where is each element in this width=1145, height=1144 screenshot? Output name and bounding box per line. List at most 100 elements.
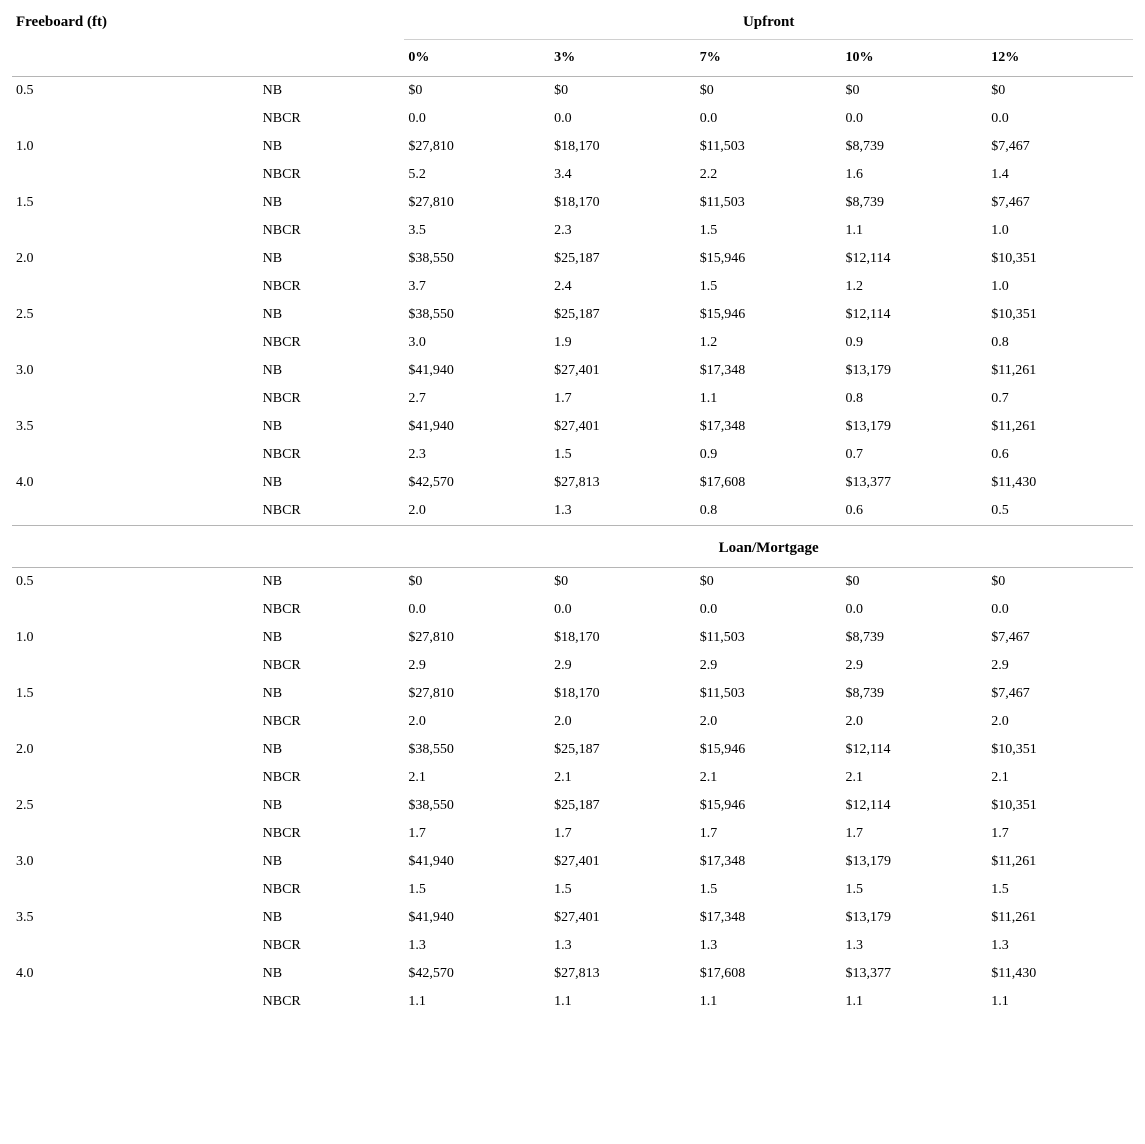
metric-cell: NB	[259, 301, 405, 329]
value-cell: 2.1	[842, 764, 988, 792]
value-cell: $11,261	[987, 848, 1133, 876]
value-cell: 0.0	[987, 596, 1133, 624]
value-cell: $17,348	[696, 357, 842, 385]
freeboard-cell	[12, 497, 259, 526]
value-cell: $41,940	[404, 904, 550, 932]
freeboard-cell: 3.5	[12, 413, 259, 441]
value-cell: $0	[696, 77, 842, 106]
value-cell: $38,550	[404, 301, 550, 329]
metric-cell: NB	[259, 357, 405, 385]
metric-cell: NBCR	[259, 764, 405, 792]
metric-cell: NBCR	[259, 708, 405, 736]
value-cell: $18,170	[550, 133, 696, 161]
freeboard-cell: 2.5	[12, 301, 259, 329]
value-cell: $12,114	[842, 301, 988, 329]
metric-cell: NB	[259, 189, 405, 217]
freeboard-cell	[12, 708, 259, 736]
freeboard-cell	[12, 161, 259, 189]
value-cell: $15,946	[696, 736, 842, 764]
header-section-loan-row: Loan/Mortgage	[12, 526, 1133, 568]
value-cell: $18,170	[550, 189, 696, 217]
metric-cell: NB	[259, 680, 405, 708]
value-cell: $27,810	[404, 680, 550, 708]
metric-cell: NBCR	[259, 441, 405, 469]
value-cell: $11,261	[987, 357, 1133, 385]
table-row: 1.5NB$27,810$18,170$11,503$8,739$7,467	[12, 189, 1133, 217]
table-row: 4.0NB$42,570$27,813$17,608$13,377$11,430	[12, 469, 1133, 497]
metric-cell: NB	[259, 736, 405, 764]
table-row: 1.5NB$27,810$18,170$11,503$8,739$7,467	[12, 680, 1133, 708]
value-cell: $17,608	[696, 469, 842, 497]
value-cell: $27,401	[550, 413, 696, 441]
value-cell: 1.6	[842, 161, 988, 189]
header-pct: 10%	[842, 40, 988, 77]
value-cell: $13,179	[842, 904, 988, 932]
value-cell: 1.5	[550, 876, 696, 904]
value-cell: $17,348	[696, 413, 842, 441]
value-cell: $27,810	[404, 624, 550, 652]
value-cell: $10,351	[987, 792, 1133, 820]
table-row: 3.0NB$41,940$27,401$17,348$13,179$11,261	[12, 848, 1133, 876]
value-cell: 2.0	[987, 708, 1133, 736]
value-cell: $27,401	[550, 848, 696, 876]
metric-cell: NBCR	[259, 497, 405, 526]
freeboard-cell: 2.5	[12, 792, 259, 820]
value-cell: $15,946	[696, 792, 842, 820]
value-cell: 1.3	[987, 932, 1133, 960]
value-cell: $17,608	[696, 960, 842, 988]
value-cell: 2.1	[696, 764, 842, 792]
metric-cell: NBCR	[259, 988, 405, 1016]
value-cell: 1.1	[842, 988, 988, 1016]
value-cell: $10,351	[987, 736, 1133, 764]
value-cell: 1.5	[987, 876, 1133, 904]
metric-cell: NBCR	[259, 329, 405, 357]
value-cell: 1.7	[987, 820, 1133, 848]
value-cell: $38,550	[404, 792, 550, 820]
metric-cell: NB	[259, 133, 405, 161]
table-row: 1.0NB$27,810$18,170$11,503$8,739$7,467	[12, 624, 1133, 652]
value-cell: $11,503	[696, 680, 842, 708]
freeboard-cell: 3.5	[12, 904, 259, 932]
freeboard-cell	[12, 764, 259, 792]
freeboard-cell: 1.5	[12, 680, 259, 708]
value-cell: 0.0	[550, 105, 696, 133]
metric-cell: NB	[259, 568, 405, 597]
value-cell: 2.7	[404, 385, 550, 413]
value-cell: $25,187	[550, 736, 696, 764]
table-row: NBCR0.00.00.00.00.0	[12, 105, 1133, 133]
value-cell: 0.0	[987, 105, 1133, 133]
value-cell: 2.9	[987, 652, 1133, 680]
value-cell: $8,739	[842, 133, 988, 161]
value-cell: 1.4	[987, 161, 1133, 189]
value-cell: $8,739	[842, 624, 988, 652]
metric-cell: NBCR	[259, 217, 405, 245]
value-cell: $17,348	[696, 848, 842, 876]
value-cell: 2.3	[404, 441, 550, 469]
table-row: NBCR5.23.42.21.61.4	[12, 161, 1133, 189]
value-cell: $0	[987, 77, 1133, 106]
metric-cell: NBCR	[259, 161, 405, 189]
value-cell: $41,940	[404, 357, 550, 385]
value-cell: 1.5	[696, 217, 842, 245]
value-cell: 0.8	[696, 497, 842, 526]
value-cell: 1.0	[987, 273, 1133, 301]
table-row: NBCR2.31.50.90.70.6	[12, 441, 1133, 469]
table-row: 3.0NB$41,940$27,401$17,348$13,179$11,261	[12, 357, 1133, 385]
freeboard-cell: 4.0	[12, 960, 259, 988]
table-row: NBCR2.71.71.10.80.7	[12, 385, 1133, 413]
value-cell: 1.3	[550, 497, 696, 526]
value-cell: 0.0	[842, 596, 988, 624]
value-cell: 2.9	[842, 652, 988, 680]
value-cell: $27,401	[550, 904, 696, 932]
value-cell: $18,170	[550, 680, 696, 708]
value-cell: 1.5	[696, 876, 842, 904]
value-cell: $13,179	[842, 848, 988, 876]
freeboard-cell: 1.0	[12, 624, 259, 652]
value-cell: $41,940	[404, 848, 550, 876]
table-row: 2.0NB$38,550$25,187$15,946$12,114$10,351	[12, 736, 1133, 764]
value-cell: 2.2	[696, 161, 842, 189]
value-cell: $12,114	[842, 792, 988, 820]
value-cell: 0.0	[404, 105, 550, 133]
freeboard-cell	[12, 441, 259, 469]
value-cell: 2.0	[696, 708, 842, 736]
